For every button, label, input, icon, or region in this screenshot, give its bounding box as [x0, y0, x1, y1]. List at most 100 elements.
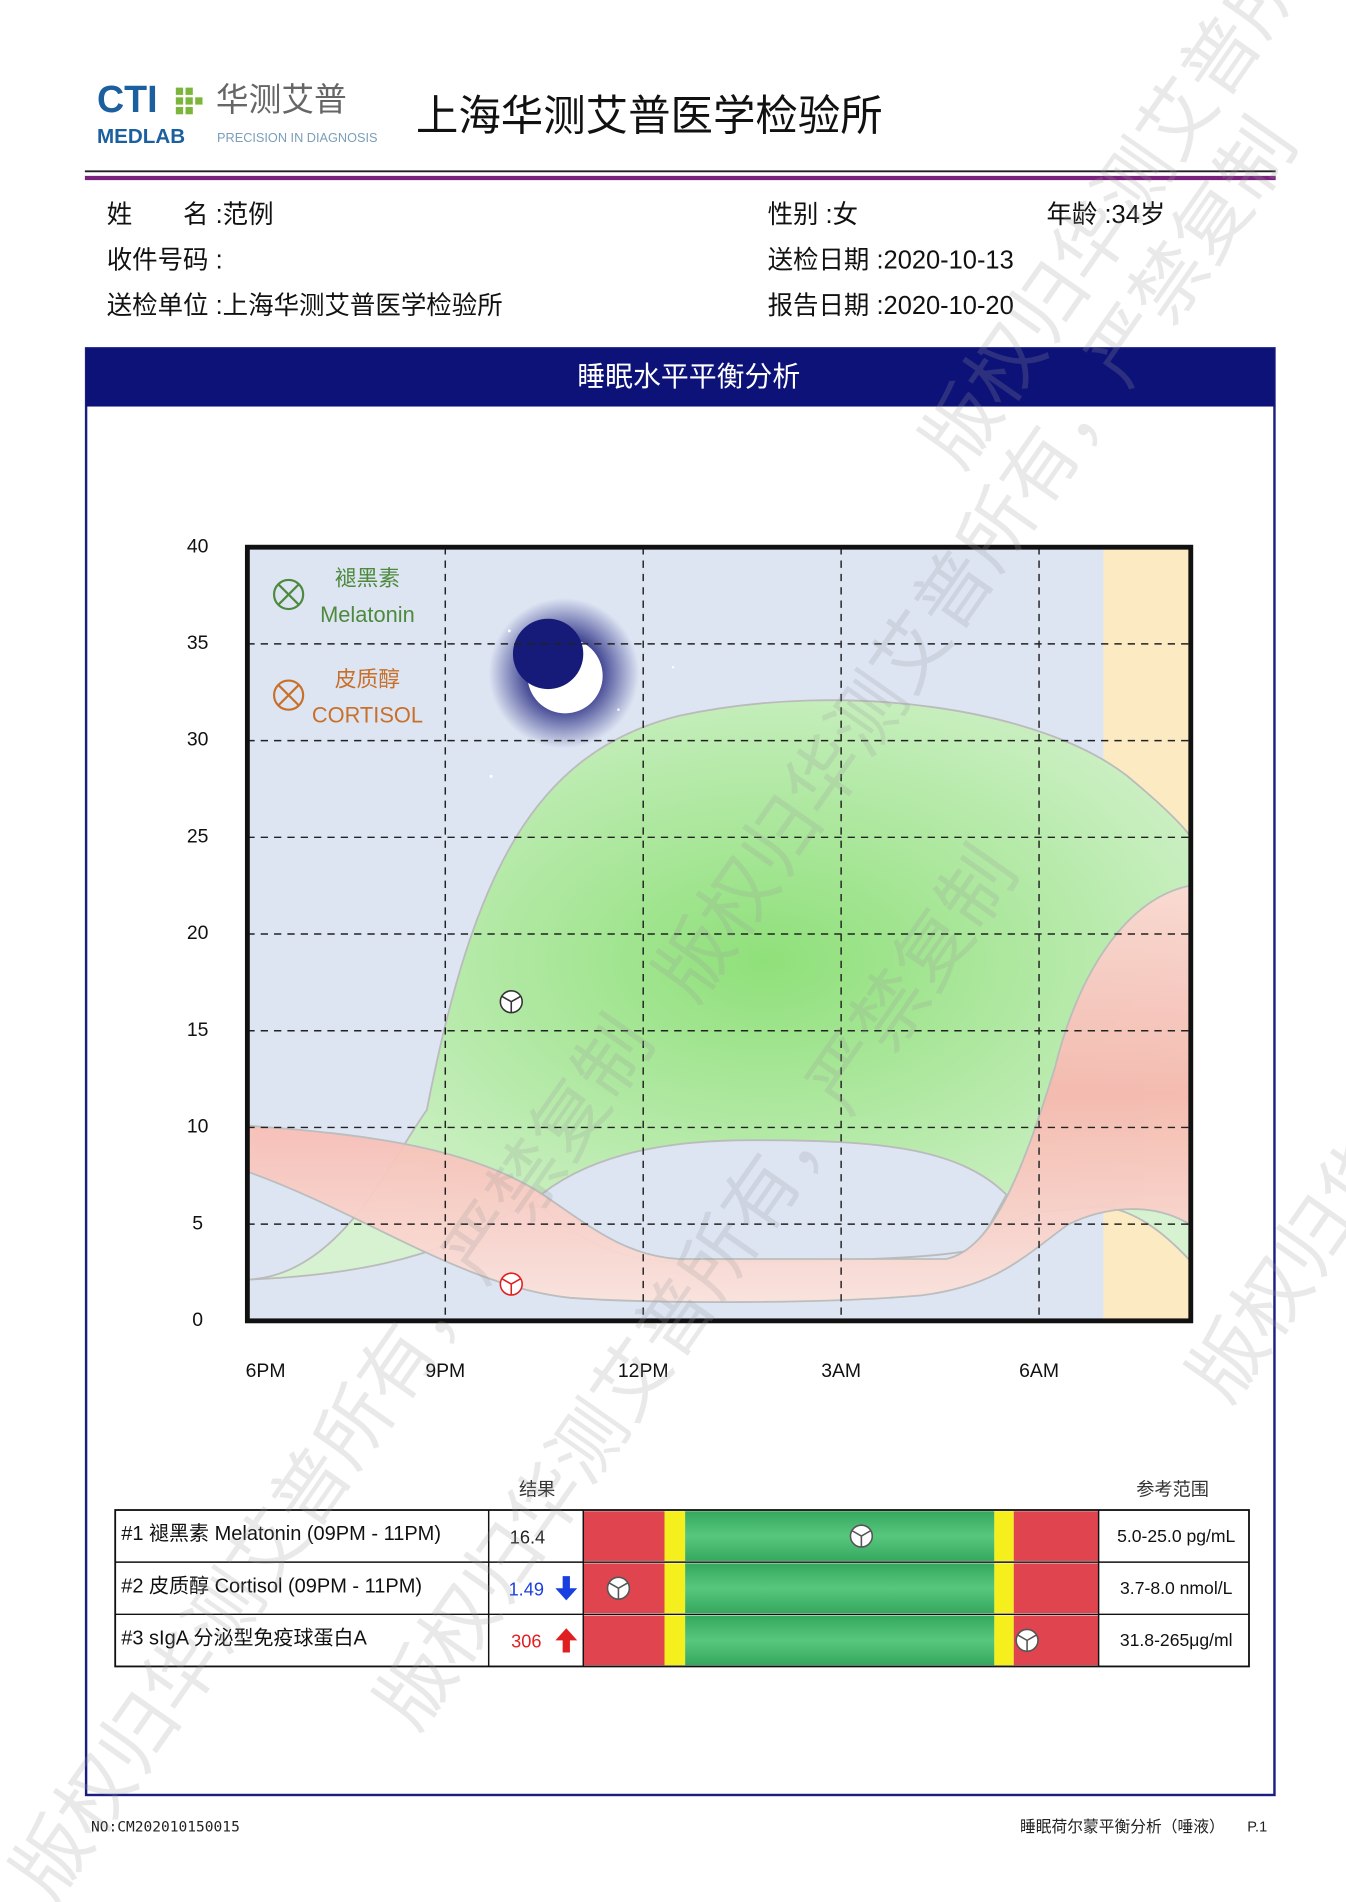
field-value: 女: [833, 201, 858, 229]
logo-cn: 华测艾普: [216, 81, 347, 118]
marker-symbol: [499, 990, 523, 1014]
x-tick-label: 9PM: [425, 1360, 465, 1382]
gauge-zone: [685, 1615, 995, 1666]
y-tick-label: 25: [187, 825, 209, 847]
field-value: 2020-10-13: [884, 246, 1014, 274]
gauge-zone: [583, 1615, 665, 1666]
footer-title: 睡眠荷尔蒙平衡分析（唾液）: [1020, 1818, 1225, 1836]
marker-spoke: [618, 1582, 629, 1589]
logo-en: MEDLAB: [97, 125, 185, 148]
logo-tagline: PRECISION IN DIAGNOSIS: [217, 130, 377, 145]
gauge-zone: [994, 1563, 1014, 1614]
test-item: #3 sIgA 分泌型免疫球蛋白A: [121, 1626, 367, 1649]
legend-label: 褪黑素: [335, 566, 400, 591]
gauge-zone: [664, 1563, 686, 1614]
logo-mark: CTI: [97, 78, 158, 120]
marker-spoke: [501, 995, 512, 1003]
gauge-zone: [994, 1511, 1014, 1561]
page-number: P.1: [1247, 1820, 1267, 1836]
x-tick-label: 6AM: [1019, 1360, 1059, 1382]
y-tick-label: 40: [187, 535, 209, 557]
marker-spoke: [860, 1529, 872, 1537]
y-tick-label: 35: [187, 632, 209, 654]
gauge-zone: [1013, 1563, 1099, 1614]
field-label: 年龄 :: [1046, 201, 1111, 229]
marker-spoke: [510, 995, 522, 1003]
y-tick-label: 15: [187, 1019, 209, 1041]
legend-icon: [278, 684, 300, 706]
logo: CTI 华测艾普 MEDLAB PRECISION IN DIAGNOSIS: [97, 78, 377, 148]
x-tick-label: 12PM: [618, 1360, 669, 1382]
gauge-zone: [685, 1511, 995, 1561]
legend-icon: [272, 578, 305, 611]
marker-symbol: [499, 1272, 523, 1296]
reference-range: 31.8-265μg/ml: [1120, 1630, 1233, 1650]
patient-field: 报告日期 :2020-10-20: [768, 292, 1014, 320]
gauge-zone: [583, 1511, 665, 1561]
test-item: #1 褪黑素 Melatonin (09PM - 11PM): [121, 1522, 441, 1545]
field-label: 送检单位 :: [107, 292, 223, 320]
field-value: 2020-10-20: [884, 292, 1014, 320]
stars: [489, 629, 675, 778]
reference-range: 5.0-25.0 pg/mL: [1117, 1526, 1235, 1546]
grid: [247, 547, 1191, 1321]
column-header: 结果: [519, 1479, 555, 1499]
section-title: 睡眠水平平衡分析: [577, 361, 800, 392]
section-header: [86, 348, 1275, 407]
marker-spoke: [608, 1582, 619, 1589]
reference-range: 3.7-8.0 nmol/L: [1120, 1578, 1233, 1598]
plot-border: [244, 544, 1194, 1324]
moon-shadow: [512, 618, 584, 690]
y-tick-label: 0: [192, 1309, 203, 1331]
marker-spoke: [510, 1277, 522, 1285]
gauge-zone: [685, 1563, 995, 1614]
y-tick-label: 10: [187, 1116, 209, 1138]
field-label: 报告日期 :: [768, 292, 884, 320]
field-label: 收件号码 :: [107, 246, 223, 274]
legend-icon: [278, 584, 300, 605]
y-tick-label: 5: [192, 1212, 203, 1234]
patient-field: 性别 :女: [768, 201, 859, 229]
x-tick-label: 6PM: [246, 1360, 286, 1382]
logo-dots: [175, 87, 203, 115]
patient-field: 收件号码 :: [107, 246, 223, 274]
marker-spoke: [501, 1277, 512, 1285]
field-value: 34岁: [1112, 201, 1166, 229]
table-border: [114, 1509, 1250, 1668]
test-item: #2 皮质醇 Cortisol (09PM - 11PM): [121, 1574, 422, 1597]
field-label: 送检日期 :: [768, 246, 884, 274]
gauge-zone: [1013, 1511, 1099, 1561]
marker-spoke: [851, 1529, 862, 1537]
gauge-zone: [664, 1511, 686, 1561]
footer: NO:CM202010150015 睡眠荷尔蒙平衡分析（唾液） P.1: [91, 1818, 1267, 1836]
marker-spoke: [1017, 1634, 1028, 1642]
result-value: 306: [511, 1632, 541, 1652]
result-value: 1.49: [509, 1579, 544, 1599]
marker-symbol: [1015, 1628, 1039, 1653]
result-value: 16.4: [510, 1527, 545, 1547]
patient-field: 送检单位 :上海华测艾普医学检验所: [107, 292, 503, 320]
legend-label: CORTISOL: [312, 703, 423, 728]
legend-label: Melatonin: [320, 602, 415, 627]
field-label: 性别 :: [768, 201, 833, 229]
marker-symbol: [849, 1524, 874, 1548]
y-tick-label: 20: [187, 922, 209, 944]
gauge-zone: [664, 1615, 686, 1666]
gauge-zone: [994, 1615, 1014, 1666]
flag-arrow: [555, 1576, 578, 1601]
legend-icon: [272, 679, 305, 711]
result-table: 结果 参考范围 #1 褪黑素 Melatonin (09PM - 11PM) 16.4…: [114, 1479, 1250, 1668]
cortisol-reference-band: [247, 884, 1191, 1303]
patient-field: 年龄 :34岁: [1046, 201, 1165, 229]
lab-title: 上海华测艾普医学检验所: [416, 92, 883, 139]
column-header: 参考范围: [1136, 1479, 1209, 1499]
field-value: 上海华测艾普医学检验所: [223, 292, 503, 320]
marker-spoke: [1026, 1634, 1037, 1642]
field-value: 范例: [223, 201, 274, 229]
field-label: 姓 名 :: [107, 201, 223, 229]
marker-symbol: [606, 1576, 631, 1600]
legend-label: 皮质醇: [335, 666, 400, 691]
patient-field: 姓 名 :范例: [107, 201, 274, 229]
